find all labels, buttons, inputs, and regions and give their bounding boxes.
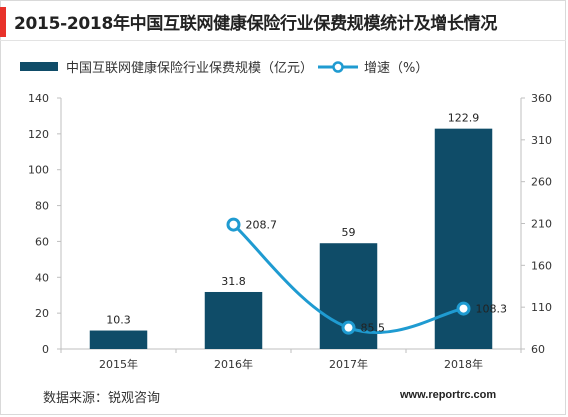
title-accent-bar: [0, 7, 6, 37]
x-tick-label: 2015年: [99, 357, 138, 371]
source-note: 数据来源：锐观咨询: [43, 391, 161, 406]
bar-data-label: 122.9: [448, 112, 480, 125]
y-left-tick-label: 100: [28, 164, 49, 177]
y-right-tick-label: 260: [531, 176, 552, 189]
chart-title: 2015-2018年中国互联网健康保险行业保费规模统计及增长情况: [14, 14, 498, 34]
growth-point: [456, 301, 471, 316]
legend-bar-swatch: [20, 62, 58, 71]
legend-line-swatch: [318, 60, 358, 73]
growth-data-label: 208.7: [246, 219, 278, 232]
bar: [89, 330, 148, 349]
legend-line-label: 增速（%）: [364, 61, 429, 76]
y-left-tick-label: 80: [35, 200, 49, 213]
legend-line-series: 增速（%）: [318, 57, 428, 76]
y-left-tick-label: 40: [35, 271, 49, 284]
y-right-tick-label: 160: [531, 259, 552, 272]
growth-data-label: 108.3: [476, 303, 508, 316]
growth-point: [341, 320, 356, 335]
bar-data-label: 59: [342, 226, 356, 239]
y-left-tick-label: 0: [42, 343, 49, 356]
y-left-tick-label: 60: [35, 235, 49, 248]
y-right-tick-label: 360: [531, 92, 552, 105]
y-right-tick-label: 60: [531, 343, 545, 356]
website-url: www.reportrc.com: [400, 389, 497, 401]
growth-point: [226, 217, 241, 232]
legend-bar-label: 中国互联网健康保险行业保费规模（亿元）: [66, 61, 314, 76]
bar: [204, 291, 263, 349]
y-left-tick-label: 20: [35, 307, 49, 320]
x-tick-label: 2018年: [444, 357, 483, 371]
y-right-tick-label: 210: [531, 218, 552, 231]
growth-data-label: 85.5: [361, 322, 386, 335]
bar-data-label: 31.8: [221, 275, 246, 288]
legend-bar-series: 中国互联网健康保险行业保费规模（亿元）: [20, 57, 313, 76]
y-right-tick-label: 110: [531, 301, 552, 314]
y-left-tick-label: 120: [28, 128, 49, 141]
x-tick-label: 2016年: [214, 357, 253, 371]
bar-data-label: 10.3: [106, 314, 131, 327]
y-left-tick-label: 140: [28, 92, 49, 105]
x-tick-label: 2017年: [329, 357, 368, 371]
title-divider: [0, 40, 566, 41]
y-right-tick-label: 310: [531, 134, 552, 147]
